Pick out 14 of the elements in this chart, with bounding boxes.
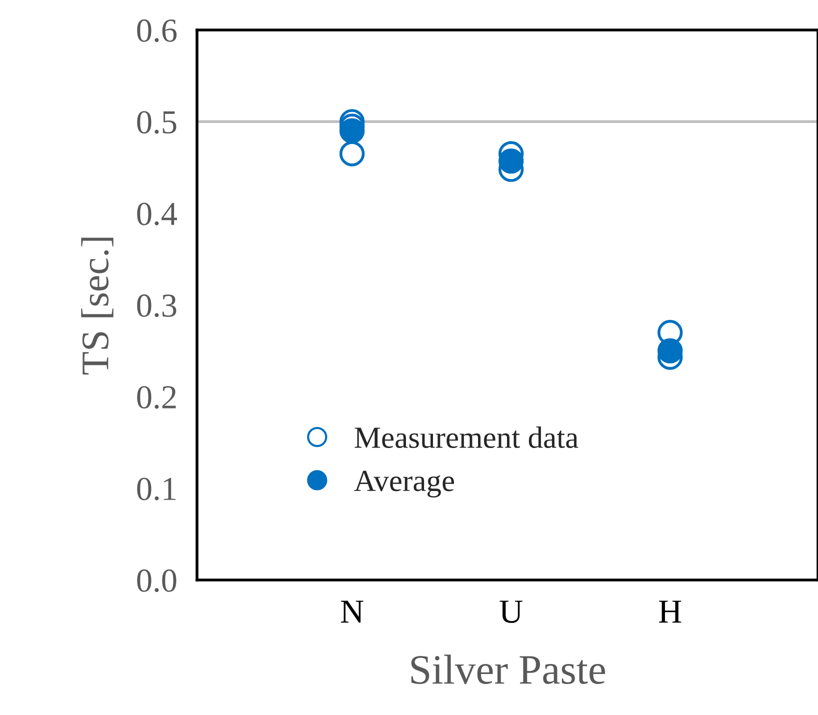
legend-label: Average xyxy=(354,470,454,498)
x-tick-label: H xyxy=(659,600,682,623)
y-tick-label: 0.3 xyxy=(137,294,176,318)
y-axis-title: TS [sec.] xyxy=(81,238,114,374)
y-tick-label: 0.0 xyxy=(137,569,176,592)
legend-label: Measurement data xyxy=(354,426,578,448)
y-tick-label: 0.4 xyxy=(137,202,178,226)
x-tick-label: N xyxy=(340,600,364,623)
y-tick-label: 0.1 xyxy=(137,478,176,500)
x-axis-title: Silver Paste xyxy=(411,654,606,684)
x-tick-label: U xyxy=(500,600,522,623)
y-tick-label: 0.2 xyxy=(137,386,176,409)
y-tick-label: 0.6 xyxy=(137,19,177,42)
y-tick-label: 0.5 xyxy=(137,111,176,134)
